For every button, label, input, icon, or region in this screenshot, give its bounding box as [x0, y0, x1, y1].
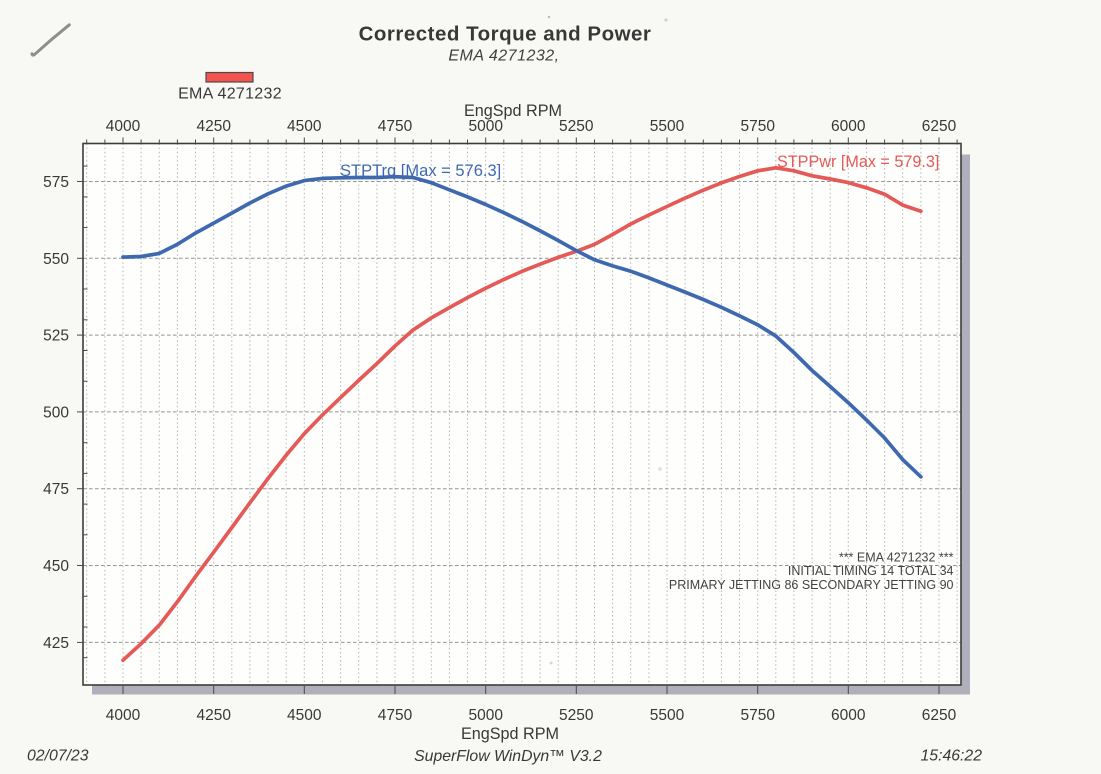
- svg-text:4000: 4000: [106, 707, 141, 724]
- svg-text:450: 450: [43, 558, 69, 575]
- svg-text:425: 425: [43, 635, 69, 652]
- svg-text:5000: 5000: [468, 707, 503, 724]
- svg-text:PRIMARY JETTING 86 SECONDARY J: PRIMARY JETTING 86 SECONDARY JETTING 90: [669, 578, 954, 592]
- svg-text:4750: 4750: [378, 118, 413, 135]
- svg-text:*** EMA 4271232 ***: *** EMA 4271232 ***: [839, 551, 954, 565]
- svg-text:5500: 5500: [650, 118, 685, 135]
- svg-text:575: 575: [43, 174, 69, 191]
- svg-text:INITIAL TIMING 14 TOTAL 34: INITIAL TIMING 14 TOTAL 34: [788, 564, 954, 578]
- svg-text:525: 525: [43, 328, 69, 345]
- svg-text:EngSpd RPM: EngSpd RPM: [461, 725, 559, 743]
- svg-text:SuperFlow WinDyn™ V3.2: SuperFlow WinDyn™ V3.2: [414, 748, 602, 765]
- svg-text:5000: 5000: [468, 118, 503, 135]
- svg-text:500: 500: [43, 404, 69, 421]
- svg-text:6250: 6250: [922, 118, 957, 135]
- svg-text:550: 550: [43, 251, 69, 268]
- svg-text:EngSpd RPM: EngSpd RPM: [464, 102, 562, 120]
- svg-text:6000: 6000: [831, 707, 866, 724]
- svg-text:5250: 5250: [559, 707, 594, 724]
- svg-text:4750: 4750: [378, 707, 413, 724]
- svg-text:5750: 5750: [740, 118, 775, 135]
- svg-text:4500: 4500: [287, 707, 322, 724]
- svg-text:4250: 4250: [196, 118, 231, 135]
- svg-text:Corrected Torque and Power: Corrected Torque and Power: [359, 23, 652, 46]
- svg-text:6000: 6000: [831, 118, 866, 135]
- svg-text:15:46:22: 15:46:22: [921, 748, 983, 765]
- svg-text:EMA 4271232: EMA 4271232: [178, 86, 282, 103]
- svg-text:6250: 6250: [922, 707, 957, 724]
- svg-text:4000: 4000: [106, 118, 141, 135]
- svg-text:4500: 4500: [287, 118, 322, 135]
- svg-text:475: 475: [43, 481, 69, 498]
- svg-text:STPTrq [Max = 576.3]: STPTrq [Max = 576.3]: [340, 162, 501, 180]
- svg-text:STPPwr [Max = 579.3]: STPPwr [Max = 579.3]: [777, 153, 939, 171]
- svg-text:5750: 5750: [740, 707, 775, 724]
- svg-text:5250: 5250: [559, 118, 594, 135]
- svg-text:02/07/23: 02/07/23: [27, 748, 89, 765]
- svg-text:4250: 4250: [196, 707, 231, 724]
- svg-text:EMA 4271232,: EMA 4271232,: [448, 48, 559, 65]
- svg-text:5500: 5500: [650, 707, 685, 724]
